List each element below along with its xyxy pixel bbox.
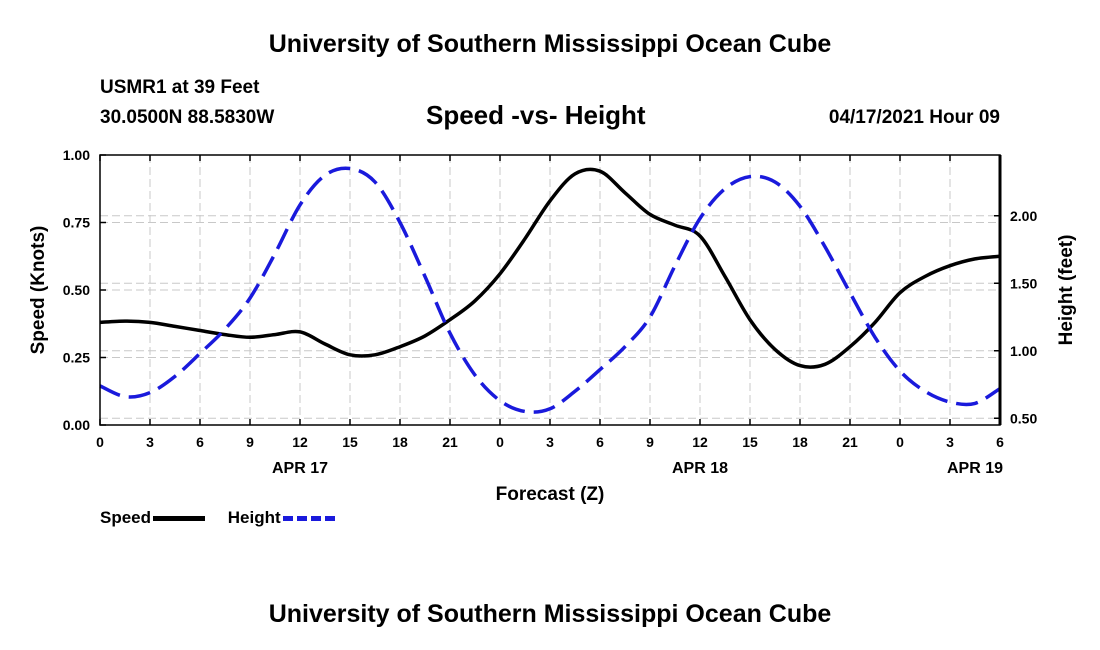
axes-layer: 0 3 6 9 12 15 18 21 0 3 6 9 12 15 18 21 0 3 6 APR 17 APR 18 A…: [63, 147, 1038, 477]
legend-speed-swatch: [153, 515, 206, 521]
coordinates-label: 30.0500N 88.5830W: [100, 107, 275, 128]
y-tick-label: 0.00: [63, 417, 90, 433]
legend-height-swatch: [282, 515, 335, 521]
date-label: APR 18: [672, 460, 728, 477]
x-tick-label: 0: [96, 434, 104, 450]
x-tick-label: 3: [546, 434, 554, 450]
x-tick-label: 0: [896, 434, 904, 450]
forecast-datetime: 04/17/2021 Hour 09: [828, 107, 1000, 128]
date-label: APR 17: [272, 460, 328, 477]
x-tick-label: 18: [792, 434, 808, 450]
bottom-title: University of Southern Mississippi Ocean…: [268, 600, 832, 628]
x-tick-label: 6: [196, 434, 204, 450]
y2-tick-label: 1.00: [1010, 343, 1037, 359]
x-tick-label: 12: [292, 434, 308, 450]
legend-item-height: Height: [228, 508, 335, 528]
x-tick-label: 6: [996, 434, 1004, 450]
x-tick-label: 21: [842, 434, 858, 450]
x-tick-label: 12: [692, 434, 708, 450]
grid-layer: [100, 155, 1000, 425]
y-tick-label: 1.00: [63, 147, 90, 163]
station-label: USMR1 at 39 Feet: [100, 77, 260, 98]
legend-height-label: Height: [227, 508, 281, 527]
y-axis-label: Speed (Knots): [28, 226, 49, 355]
date-label: APR 19: [947, 460, 1003, 477]
chart-title: Speed -vs- Height: [426, 100, 646, 130]
x-tick-label: 18: [392, 434, 408, 450]
x-tick-label: 0: [496, 434, 504, 450]
x-tick-label: 9: [646, 434, 654, 450]
y2-tick-label: 0.50: [1010, 410, 1037, 426]
y2-tick-label: 2.00: [1010, 208, 1037, 224]
legend: Speed Height: [100, 508, 353, 528]
series-line-speed: [99, 167, 1001, 369]
legend-item-speed: Speed: [100, 508, 206, 528]
y-tick-label: 0.75: [63, 215, 90, 231]
series-layer: [99, 166, 1001, 414]
x-tick-label: 6: [596, 434, 604, 450]
series-line-height: [99, 166, 1001, 414]
x-tick-label: 9: [246, 434, 254, 450]
x-axis-label: Forecast (Z): [496, 484, 605, 505]
legend-speed-label: Speed: [100, 508, 152, 527]
y-tick-label: 0.50: [63, 282, 90, 298]
y2-tick-label: 1.50: [1010, 275, 1037, 291]
y2-axis-label: Height (feet): [1056, 235, 1077, 346]
y-tick-label: 0.25: [63, 350, 90, 366]
x-tick-label: 15: [742, 434, 758, 450]
x-tick-label: 15: [342, 434, 358, 450]
x-tick-label: 3: [946, 434, 954, 450]
top-title: University of Southern Mississippi Ocean…: [268, 30, 832, 58]
x-tick-label: 3: [146, 434, 154, 450]
x-tick-label: 21: [442, 434, 458, 450]
